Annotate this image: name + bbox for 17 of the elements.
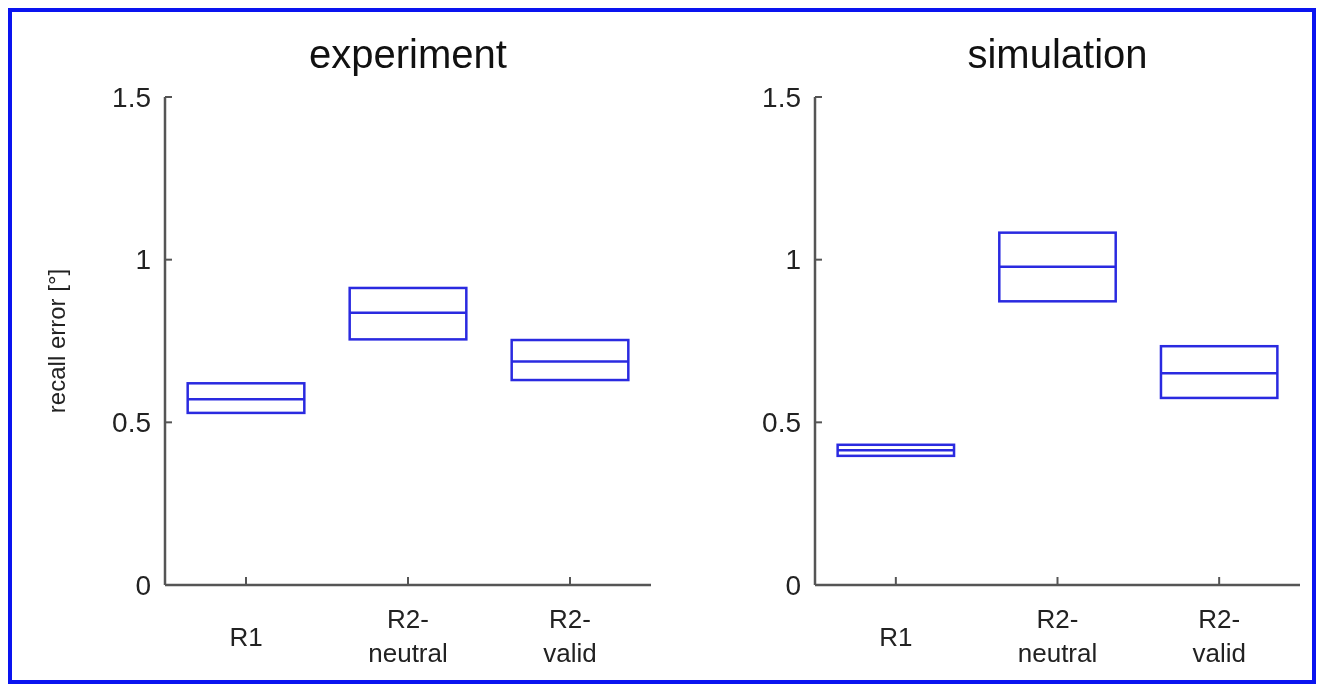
y-tick-label: 1.5 <box>112 81 151 113</box>
chart-title: experiment <box>309 32 507 76</box>
y-tick-label: 0.5 <box>762 407 801 439</box>
y-tick-label: 0 <box>785 569 801 601</box>
x-tick-label: R1 <box>229 622 263 652</box>
y-tick-label: 1 <box>785 244 801 276</box>
y-tick-label: 1.5 <box>762 81 801 113</box>
y-tick-label: 1 <box>135 244 151 276</box>
x-tick-label: R2-neutral <box>1017 604 1098 668</box>
y-tick-label: 0 <box>135 569 151 601</box>
y-tick-label: 0.5 <box>112 407 151 439</box>
y-axis-title: recall error [°] <box>43 268 70 414</box>
x-tick-label: R2-valid <box>1192 604 1246 668</box>
x-tick-label: R2-valid <box>543 604 597 668</box>
x-tick-label: R1 <box>879 622 913 652</box>
chart-title: simulation <box>967 32 1148 76</box>
x-tick-label: R2-neutral <box>368 604 448 668</box>
